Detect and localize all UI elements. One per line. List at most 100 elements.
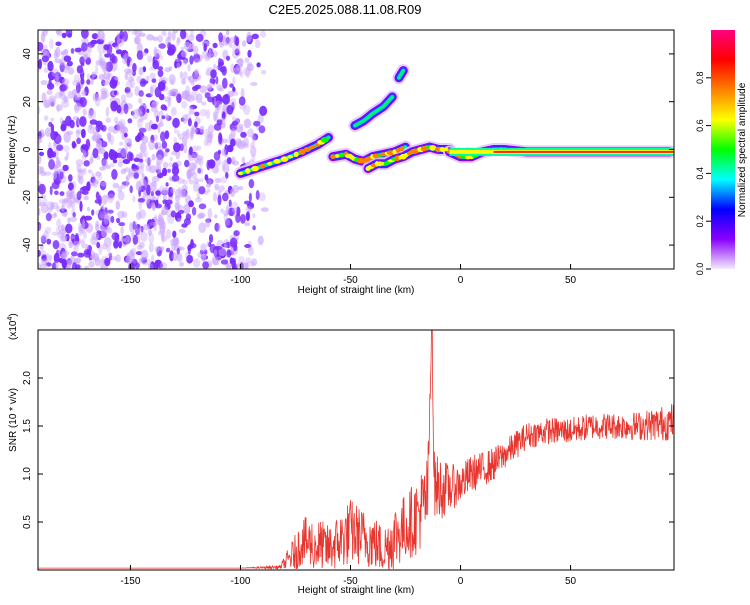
noise-speckle bbox=[159, 55, 164, 60]
noise-speckle bbox=[126, 68, 134, 76]
noise-speckle bbox=[172, 117, 180, 128]
noise-speckle bbox=[226, 262, 231, 269]
y-tick-label: 0 bbox=[22, 146, 33, 152]
noise-speckle bbox=[43, 115, 49, 121]
noise-speckle bbox=[193, 53, 201, 63]
noise-speckle bbox=[221, 111, 226, 120]
noise-speckle bbox=[124, 143, 129, 153]
noise-speckle bbox=[107, 132, 111, 142]
noise-speckle bbox=[38, 105, 41, 115]
noise-speckle bbox=[185, 94, 192, 102]
noise-speckle bbox=[112, 182, 119, 189]
noise-speckle bbox=[59, 84, 67, 92]
noise-speckle bbox=[247, 261, 256, 267]
noise-speckle bbox=[149, 72, 156, 80]
colorbar-tick-label: 0.6 bbox=[695, 119, 705, 132]
noise-speckle bbox=[159, 118, 163, 127]
noise-speckle bbox=[235, 213, 241, 224]
noise-speckle bbox=[116, 217, 121, 224]
noise-speckle bbox=[251, 258, 258, 267]
noise-speckle bbox=[146, 198, 150, 204]
noise-speckle bbox=[195, 33, 204, 43]
noise-speckle bbox=[92, 93, 99, 102]
noise-speckle bbox=[226, 157, 232, 165]
noise-speckle bbox=[76, 164, 82, 172]
noise-speckle bbox=[201, 101, 207, 106]
noise-speckle bbox=[38, 141, 41, 152]
noise-speckle bbox=[108, 252, 113, 261]
noise-speckle bbox=[134, 37, 140, 45]
noise-speckle bbox=[136, 118, 143, 129]
noise-speckle bbox=[137, 118, 145, 123]
spectrogram-x-axis: -150 -100 -50 0 50 bbox=[120, 264, 577, 286]
noise-speckle bbox=[63, 94, 68, 104]
noise-speckle bbox=[192, 85, 199, 92]
noise-speckle bbox=[50, 117, 55, 122]
noise-speckle bbox=[138, 67, 144, 76]
noise-speckle bbox=[138, 127, 147, 133]
noise-speckle bbox=[148, 165, 157, 174]
noise-speckle bbox=[99, 211, 107, 219]
noise-speckle bbox=[150, 190, 154, 197]
noise-speckle bbox=[206, 67, 213, 72]
noise-speckle bbox=[91, 209, 95, 216]
noise-speckle bbox=[123, 132, 128, 138]
noise-speckle bbox=[197, 178, 204, 183]
noise-speckle bbox=[118, 222, 126, 227]
noise-speckle bbox=[185, 213, 192, 221]
noise-speckle bbox=[218, 87, 224, 92]
noise-speckle bbox=[74, 102, 82, 111]
noise-speckle bbox=[248, 179, 255, 189]
noise-speckle bbox=[207, 159, 216, 169]
noise-speckle bbox=[181, 184, 188, 192]
noise-speckle bbox=[207, 208, 213, 219]
noise-speckle bbox=[136, 227, 143, 236]
noise-speckle bbox=[174, 212, 182, 222]
ridge-hotspot bbox=[303, 147, 311, 152]
noise-speckle bbox=[59, 234, 67, 243]
noise-speckle bbox=[121, 126, 128, 135]
noise-speckle bbox=[228, 199, 232, 208]
noise-speckle bbox=[240, 131, 247, 138]
noise-speckle bbox=[120, 94, 127, 102]
ridge-hotspot bbox=[298, 149, 306, 155]
noise-speckle bbox=[222, 192, 229, 202]
noise-speckle bbox=[161, 115, 166, 120]
snr-multiplier-exponent: 4 bbox=[7, 317, 14, 321]
noise-speckle bbox=[179, 71, 184, 79]
noise-speckle bbox=[114, 76, 119, 81]
noise-speckle bbox=[149, 221, 157, 226]
colorbar-tick-label: 0.4 bbox=[695, 167, 705, 180]
noise-speckle bbox=[225, 218, 233, 229]
noise-speckle bbox=[71, 188, 75, 193]
noise-speckle bbox=[157, 146, 164, 151]
noise-speckle bbox=[214, 177, 222, 184]
noise-speckle bbox=[192, 181, 200, 192]
x-tick-label: 0 bbox=[458, 275, 464, 286]
noise-speckle bbox=[231, 91, 239, 97]
noise-speckle bbox=[38, 207, 41, 216]
noise-speckle bbox=[153, 221, 157, 232]
noise-speckle bbox=[154, 214, 158, 223]
noise-speckle bbox=[248, 192, 252, 202]
noise-speckle bbox=[130, 111, 135, 116]
noise-speckle bbox=[168, 74, 176, 85]
noise-speckle bbox=[69, 119, 75, 129]
noise-speckle bbox=[111, 55, 118, 64]
noise-speckle bbox=[193, 178, 199, 184]
noise-speckle bbox=[181, 101, 188, 109]
noise-speckle bbox=[182, 71, 188, 79]
noise-speckle bbox=[147, 263, 154, 269]
noise-speckle bbox=[92, 126, 98, 136]
noise-speckle bbox=[232, 212, 237, 217]
x-tick-label: -50 bbox=[343, 576, 358, 587]
noise-speckle bbox=[176, 247, 180, 255]
noise-speckle bbox=[75, 82, 81, 94]
noise-speckle bbox=[226, 104, 234, 115]
noise-speckle bbox=[80, 77, 85, 85]
noise-speckle bbox=[103, 237, 112, 247]
noise-speckle bbox=[50, 123, 55, 133]
noise-speckle bbox=[50, 202, 54, 211]
noise-speckle bbox=[83, 50, 88, 61]
noise-speckle bbox=[202, 261, 210, 269]
